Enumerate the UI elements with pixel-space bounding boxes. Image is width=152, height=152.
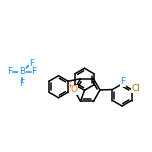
Text: Cl: Cl [131, 84, 140, 93]
Text: F: F [31, 67, 37, 76]
Text: F: F [19, 79, 25, 88]
Text: F: F [29, 59, 34, 68]
Text: F: F [120, 78, 126, 86]
Text: B: B [19, 67, 25, 76]
Text: ⁻: ⁻ [24, 64, 28, 73]
Text: F: F [7, 67, 13, 76]
Text: +: + [66, 81, 72, 90]
Text: O: O [71, 85, 78, 95]
